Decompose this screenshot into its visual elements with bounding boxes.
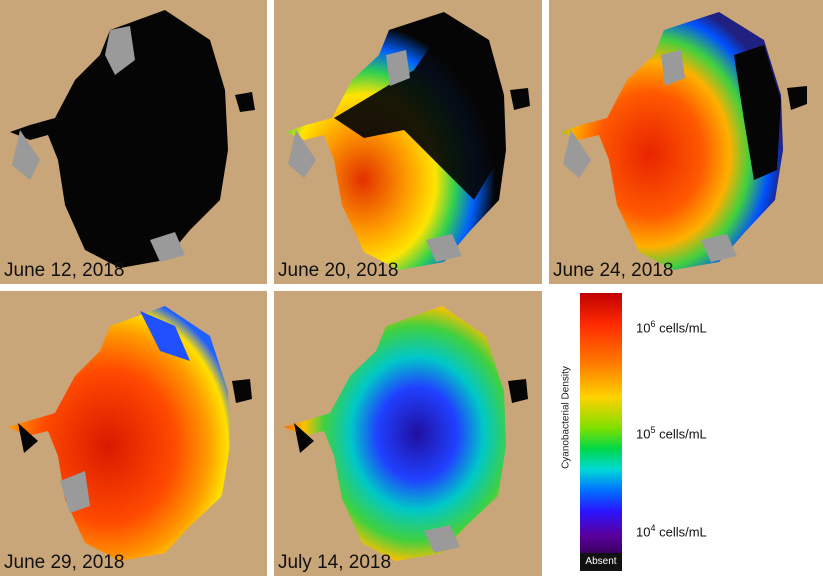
panel-caption: June 20, 2018: [278, 260, 399, 281]
colorbar-legend: Cyanobacterial Density Absent 106 cells/…: [548, 287, 823, 576]
absent-label: Absent: [580, 553, 622, 571]
panel-caption: June 12, 2018: [4, 260, 125, 281]
lake-map: [286, 12, 530, 270]
colorbar: [580, 293, 622, 553]
tick-label-1e5: 105 cells/mL: [636, 425, 707, 442]
map-panel-june-24: June 24, 2018: [549, 0, 823, 284]
tick-label-1e6: 106 cells/mL: [636, 319, 707, 336]
tick-label-1e4: 104 cells/mL: [636, 523, 707, 540]
legend-title: Cyanobacterial Density: [560, 366, 572, 469]
map-panel-june-29: June 29, 2018: [0, 291, 267, 576]
lake-map: [8, 306, 252, 561]
map-panel-june-20: June 20, 2018: [274, 0, 542, 284]
map-panel-june-12: June 12, 2018: [0, 0, 267, 284]
panel-caption: June 24, 2018: [553, 260, 674, 281]
lake-map: [284, 306, 528, 561]
lake-map: [561, 12, 807, 270]
lake-map: [10, 10, 255, 268]
map-panel-july-14: July 14, 2018: [274, 291, 542, 576]
panel-caption: July 14, 2018: [278, 552, 392, 573]
panel-caption: June 29, 2018: [4, 552, 125, 573]
